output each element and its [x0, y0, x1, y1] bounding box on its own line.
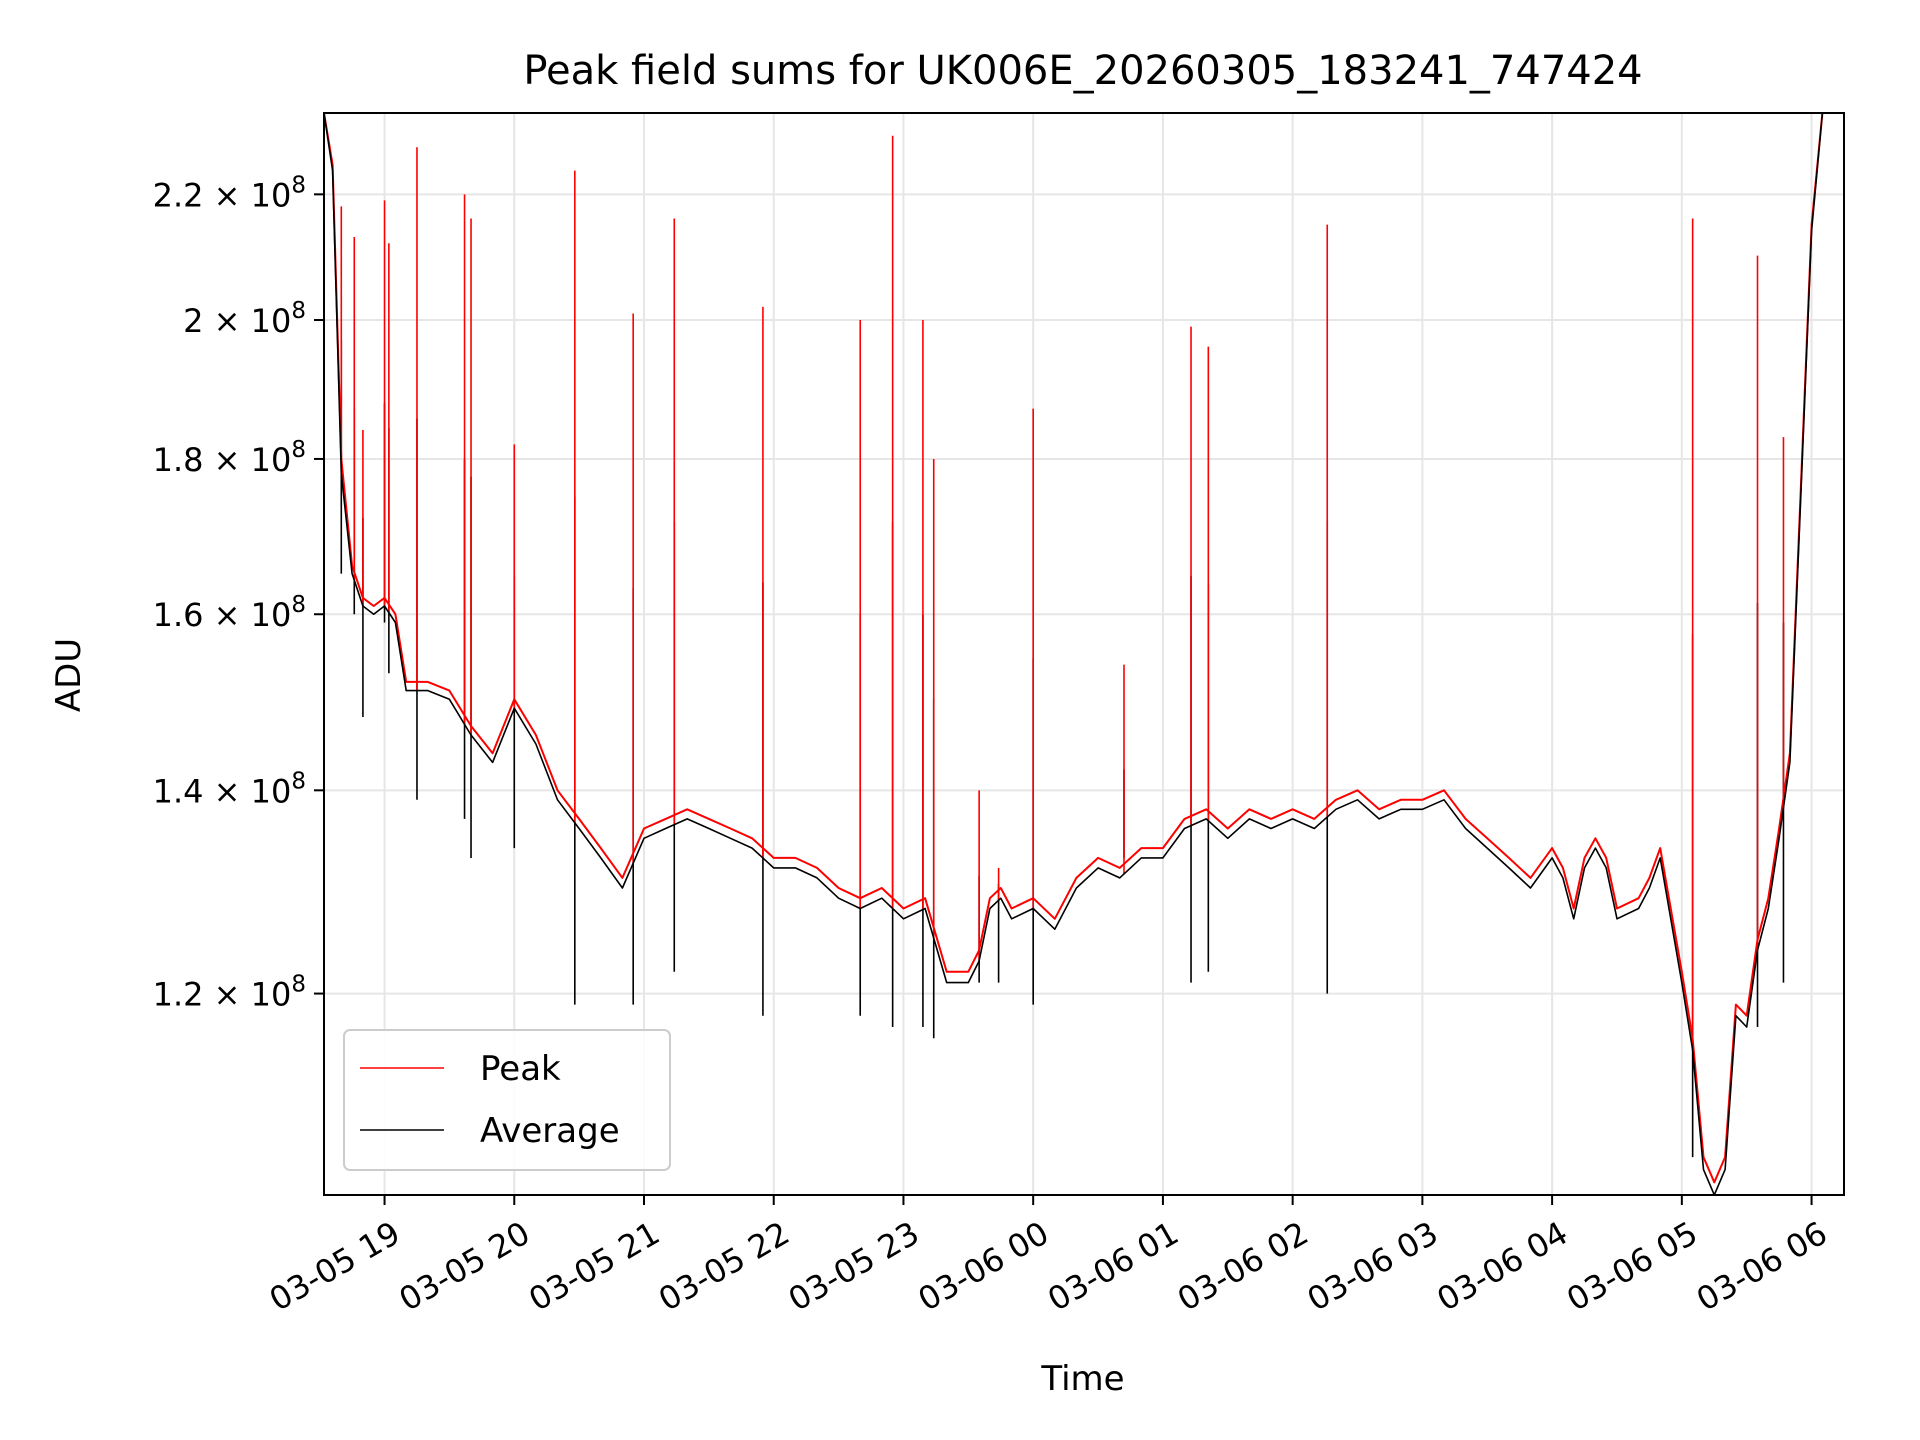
plot-frame: [323, 112, 1845, 1196]
y-tick-label: 1.6 × 108: [153, 592, 306, 634]
grid: [324, 113, 1844, 1195]
chart-title: Peak field sums for UK006E_20260305_1832…: [523, 48, 1642, 94]
x-axis-label: Time: [1040, 1359, 1124, 1399]
y-axis-ticks: 1.2 × 108 1.4 × 108 1.6 × 108 1.8 × 108 2 × …: [153, 172, 324, 1014]
y-tick-label: 1.4 × 108: [153, 768, 306, 810]
y-tick-label: 1.8 × 108: [153, 437, 306, 479]
series-line-average: [324, 113, 1824, 1195]
y-tick-label: 2 × 108: [183, 298, 306, 340]
plot-area: [324, 113, 1824, 1195]
legend-label-average: Average: [480, 1111, 620, 1151]
y-tick-label: 2.2 × 108: [153, 172, 306, 214]
spikes-peak: [340, 135, 1785, 1050]
y-tick-label: 1.2 × 108: [153, 972, 306, 1014]
legend-box: [343, 1029, 671, 1171]
legend: Peak Average: [343, 1029, 671, 1171]
legend-label-peak: Peak: [480, 1049, 561, 1089]
y-axis-label: ADU: [49, 638, 89, 712]
series-line-peak: [324, 113, 1824, 1184]
